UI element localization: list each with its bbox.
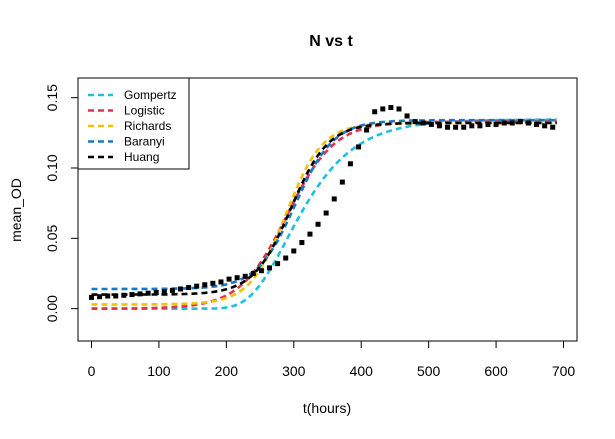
data-point	[194, 283, 200, 289]
data-point	[364, 127, 370, 133]
data-point	[525, 120, 531, 126]
data-point	[218, 279, 224, 285]
x-tick-label: 700	[552, 363, 576, 379]
data-point	[267, 265, 273, 271]
data-point	[177, 286, 183, 292]
data-point	[169, 287, 175, 293]
x-tick-label: 200	[215, 363, 239, 379]
data-point	[339, 179, 345, 185]
data-point	[485, 121, 491, 127]
data-point	[307, 231, 313, 237]
data-point	[137, 291, 143, 297]
x-tick-label: 400	[350, 363, 374, 379]
data-point	[153, 289, 159, 295]
data-point	[445, 124, 451, 130]
data-point	[121, 292, 127, 298]
data-point	[388, 105, 394, 111]
data-point	[283, 255, 289, 261]
y-axis: 0.00 0.05 0.10 0.15	[44, 84, 79, 322]
data-point	[412, 119, 418, 125]
data-point	[331, 196, 337, 202]
chart-title: N vs t	[309, 33, 353, 50]
legend-label-logistic: Logistic	[124, 104, 165, 118]
y-tick-label: 0.00	[44, 295, 60, 322]
x-tick-label: 0	[88, 363, 96, 379]
data-point	[501, 120, 507, 126]
y-tick-label: 0.15	[44, 84, 60, 111]
x-tick-label: 500	[417, 363, 441, 379]
data-point	[226, 276, 232, 282]
legend-label-baranyi: Baranyi	[124, 135, 165, 149]
data-point	[372, 109, 378, 115]
data-point	[347, 161, 353, 167]
series-layer	[91, 118, 557, 310]
data-point	[436, 123, 442, 129]
data-point	[469, 123, 475, 129]
data-point	[428, 121, 434, 127]
x-tick-label: 300	[282, 363, 306, 379]
data-point	[242, 273, 248, 279]
y-axis-label: mean_OD	[8, 178, 24, 242]
data-point	[396, 106, 402, 112]
data-point	[509, 120, 515, 126]
data-point	[250, 270, 256, 276]
y-tick-label: 0.10	[44, 154, 60, 181]
data-point	[477, 123, 483, 129]
data-point	[356, 144, 362, 150]
data-point	[88, 294, 94, 300]
data-point	[453, 124, 459, 130]
data-point	[315, 221, 321, 227]
x-tick-label: 600	[484, 363, 508, 379]
legend-box	[77, 77, 190, 170]
data-point	[105, 293, 111, 299]
legend-label-huang: Huang	[124, 150, 159, 164]
data-point	[291, 248, 297, 254]
data-point	[550, 124, 556, 130]
data-point	[493, 121, 499, 127]
data-point	[210, 280, 216, 286]
data-point	[517, 119, 523, 125]
data-point	[234, 275, 240, 281]
data-point	[323, 210, 329, 216]
data-point	[404, 113, 410, 119]
data-point	[461, 124, 467, 130]
data-point	[97, 294, 103, 300]
data-point	[145, 290, 151, 296]
data-point	[299, 240, 305, 246]
x-axis-label: t(hours)	[303, 400, 351, 416]
y-tick-label: 0.05	[44, 224, 60, 251]
data-point	[275, 261, 281, 267]
data-point	[113, 293, 119, 299]
series-line-baranyi	[91, 118, 557, 291]
legend-label-richards: Richards	[124, 119, 171, 133]
data-point	[161, 289, 167, 295]
observed-points	[88, 105, 556, 300]
data-point	[534, 121, 540, 127]
data-point	[258, 268, 264, 274]
legend-label-gompertz: Gompertz	[124, 88, 177, 102]
data-point	[186, 285, 192, 291]
series-line-huang	[91, 121, 557, 296]
x-tick-label: 100	[147, 363, 171, 379]
data-point	[542, 123, 548, 129]
data-point	[420, 120, 426, 126]
data-point	[129, 292, 135, 298]
x-axis: 0 100 200 300 400 500 600 700	[88, 340, 576, 379]
data-point	[380, 106, 386, 112]
data-point	[202, 282, 208, 288]
